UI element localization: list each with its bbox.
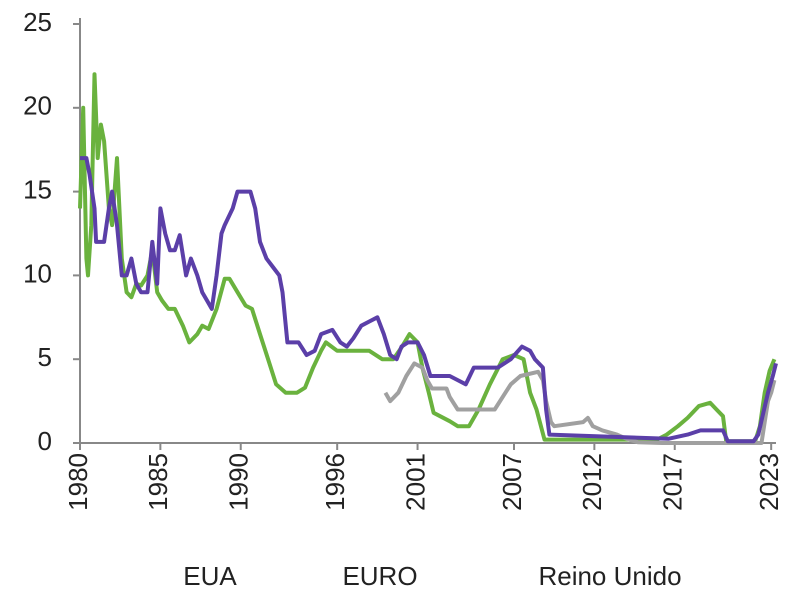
x-tick-label: 1996 — [320, 453, 350, 511]
legend-label: EURO — [342, 561, 417, 590]
x-tick-label: 1980 — [63, 453, 93, 511]
x-tick-label: 2017 — [658, 453, 688, 511]
y-tick-label: 25 — [23, 7, 52, 37]
x-tick-label: 1985 — [143, 453, 173, 511]
x-tick-label: 2023 — [754, 453, 784, 511]
y-tick-label: 0 — [38, 426, 52, 456]
x-tick-label: 2001 — [400, 453, 430, 511]
y-tick-label: 20 — [23, 91, 52, 121]
y-tick-label: 5 — [38, 342, 52, 372]
legend-label: Reino Unido — [538, 561, 681, 590]
y-tick-label: 15 — [23, 174, 52, 204]
x-tick-label: 2012 — [577, 453, 607, 511]
legend-label: EUA — [183, 561, 237, 590]
y-tick-label: 10 — [23, 258, 52, 288]
x-tick-label: 2007 — [497, 453, 527, 511]
series-line — [80, 156, 778, 444]
x-tick-label: 1990 — [224, 453, 254, 511]
